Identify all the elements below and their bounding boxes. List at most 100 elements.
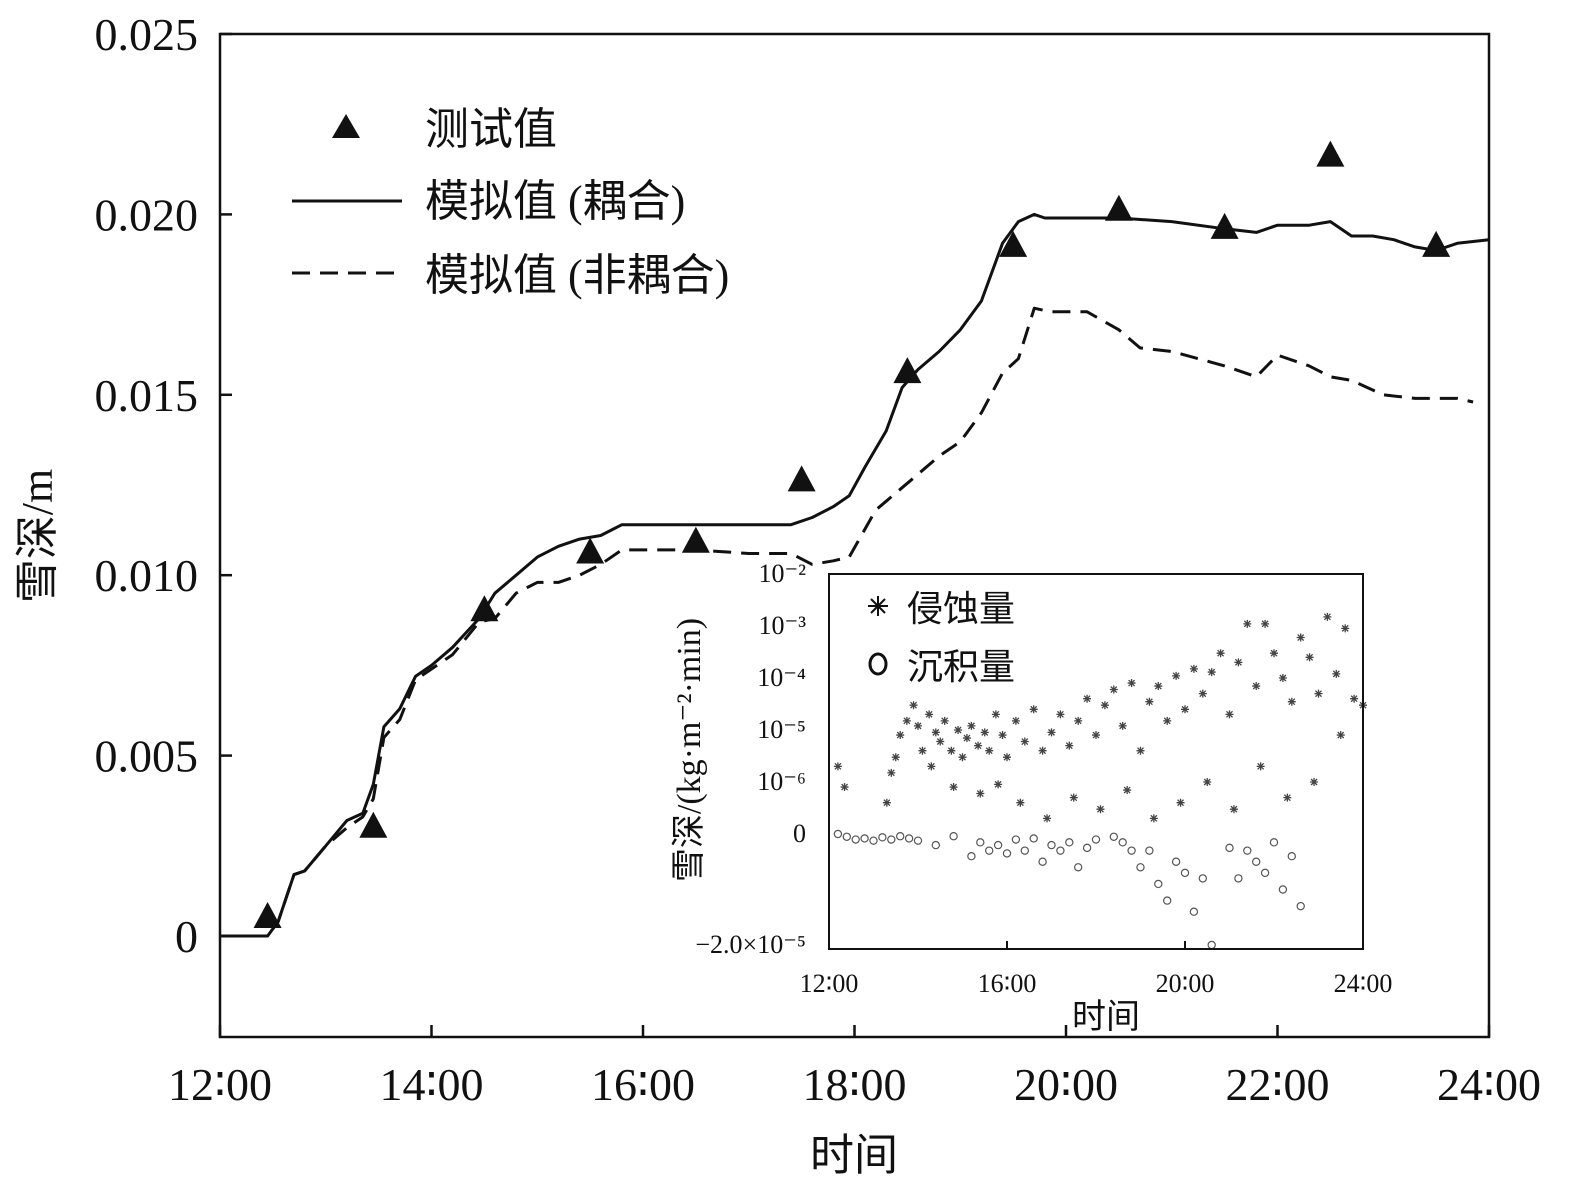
erosion-point xyxy=(1020,737,1029,746)
erosion-point xyxy=(1038,746,1047,755)
measured-point xyxy=(1422,230,1451,257)
deposition-point xyxy=(1011,835,1021,844)
erosion-point xyxy=(1100,701,1109,710)
erosion-point xyxy=(891,753,900,762)
erosion-point xyxy=(980,728,989,737)
erosion-point xyxy=(958,753,967,762)
erosion-point xyxy=(1198,689,1207,698)
deposition-point xyxy=(878,833,887,842)
erosion-point xyxy=(1149,814,1158,823)
measured-point xyxy=(1316,140,1345,167)
inset-plot-frame xyxy=(828,573,1364,950)
inset-y-tick-label: 10⁻⁴ xyxy=(757,663,806,692)
inset-x-tick-label: 20∶00 xyxy=(1156,969,1215,998)
erosion-point xyxy=(1336,731,1345,740)
deposition-point xyxy=(1091,835,1101,844)
erosion-point xyxy=(840,783,849,792)
erosion-point xyxy=(1261,619,1270,628)
erosion-point xyxy=(1043,814,1052,823)
legend-label-measured: 测试值 xyxy=(425,105,557,154)
deposition-point xyxy=(896,832,905,841)
main-y-tick-label: 0.020 xyxy=(95,189,199,240)
erosion-point xyxy=(1314,689,1323,698)
deposition-point xyxy=(833,829,843,839)
deposition-point xyxy=(1073,863,1083,872)
deposition-point xyxy=(860,834,869,843)
measured-point xyxy=(787,465,816,492)
erosion-point xyxy=(1127,679,1136,688)
deposition-point xyxy=(851,835,860,844)
erosion-point xyxy=(1323,612,1332,621)
inset-y-tick-label: 10⁻⁵ xyxy=(757,715,806,744)
deposition-point xyxy=(1260,868,1270,878)
erosion-point xyxy=(1123,786,1132,795)
inset-legend-label-erosion: 侵蚀量 xyxy=(907,589,1015,629)
measured-point xyxy=(576,537,605,564)
erosion-point xyxy=(1341,624,1350,633)
deposition-point xyxy=(1082,843,1092,853)
erosion-point xyxy=(1118,721,1127,730)
erosion-point xyxy=(1016,798,1025,807)
inset-y-tick-label: 10⁻³ xyxy=(758,611,806,640)
inset-legend-item-deposition: 沉积量 xyxy=(868,647,1015,687)
deposition-point xyxy=(1145,846,1154,855)
main-axis-ticks: 12∶00 14∶00 16∶00 18∶00 20∶00 22∶00 24∶00 0 0.00… xyxy=(95,9,1541,1110)
erosion-point xyxy=(925,710,934,719)
deposition-point xyxy=(976,838,985,847)
erosion-point xyxy=(1256,762,1265,771)
erosion-point xyxy=(1145,697,1154,706)
inset-legend-item-erosion: 侵蚀量 xyxy=(868,589,1015,629)
erosion-point xyxy=(1092,731,1100,740)
deposition-point xyxy=(1038,857,1047,866)
deposition-point xyxy=(1136,863,1145,872)
measured-point xyxy=(470,595,499,622)
deposition-point xyxy=(887,835,896,844)
main-x-tick-label: 22∶00 xyxy=(1226,1059,1330,1110)
erosion-point xyxy=(940,716,949,725)
inset-x-axis-title: 时间 xyxy=(1072,999,1140,1036)
deposition-point xyxy=(1296,901,1305,911)
erosion-point xyxy=(1056,710,1065,719)
deposition-point xyxy=(1065,838,1074,847)
erosion-point xyxy=(1207,668,1216,677)
measured-point xyxy=(1104,194,1133,221)
inset-y-tick-label: −2.0×10⁻⁵ xyxy=(695,930,806,959)
erosion-point xyxy=(1096,805,1105,814)
main-y-tick-label: 0.010 xyxy=(95,550,199,601)
erosion-point xyxy=(974,741,983,750)
erosion-point xyxy=(1216,649,1225,658)
deposition-point xyxy=(949,832,958,841)
erosion-point xyxy=(1083,694,1092,703)
inset-x-tick-label: 24∶00 xyxy=(1334,969,1393,998)
legend-item-coupled: 模拟值 (耦合) xyxy=(292,177,685,226)
erosion-point xyxy=(1310,778,1319,786)
deposition-point xyxy=(1047,840,1056,850)
inset-legend-label-deposition: 沉积量 xyxy=(907,647,1015,687)
main-x-tick-label: 12∶00 xyxy=(168,1059,272,1110)
erosion-point xyxy=(833,762,842,771)
measured-point xyxy=(999,230,1028,257)
coupled-simulation-line xyxy=(220,212,1490,938)
erosion-point xyxy=(1225,710,1234,719)
deposition-point xyxy=(869,836,878,845)
main-x-tick-label: 18∶00 xyxy=(803,1059,907,1110)
erosion-point xyxy=(1074,716,1083,725)
erosion-point xyxy=(1109,685,1118,694)
main-x-tick-label: 16∶00 xyxy=(591,1059,695,1110)
inset-legend-circle-marker xyxy=(868,652,888,676)
erosion-point xyxy=(927,762,936,771)
erosion-point xyxy=(1252,682,1261,691)
deposition-point xyxy=(967,852,976,861)
deposition-point xyxy=(1287,852,1297,861)
erosion-point xyxy=(1270,649,1278,658)
uncoupled-simulation-line xyxy=(220,306,1474,938)
legend-item-measured: 测试值 xyxy=(332,105,557,154)
erosion-point xyxy=(1283,793,1292,802)
inset-legend: 侵蚀量 沉积量 xyxy=(868,589,1015,687)
deposition-point xyxy=(1198,874,1208,883)
erosion-point xyxy=(985,746,994,755)
legend-label-coupled: 模拟值 (耦合) xyxy=(425,177,685,226)
erosion-point xyxy=(967,721,976,730)
deposition-point xyxy=(1127,846,1136,855)
inset-y-axis-title: 雪深/(kg·m⁻²·min) xyxy=(671,618,708,882)
